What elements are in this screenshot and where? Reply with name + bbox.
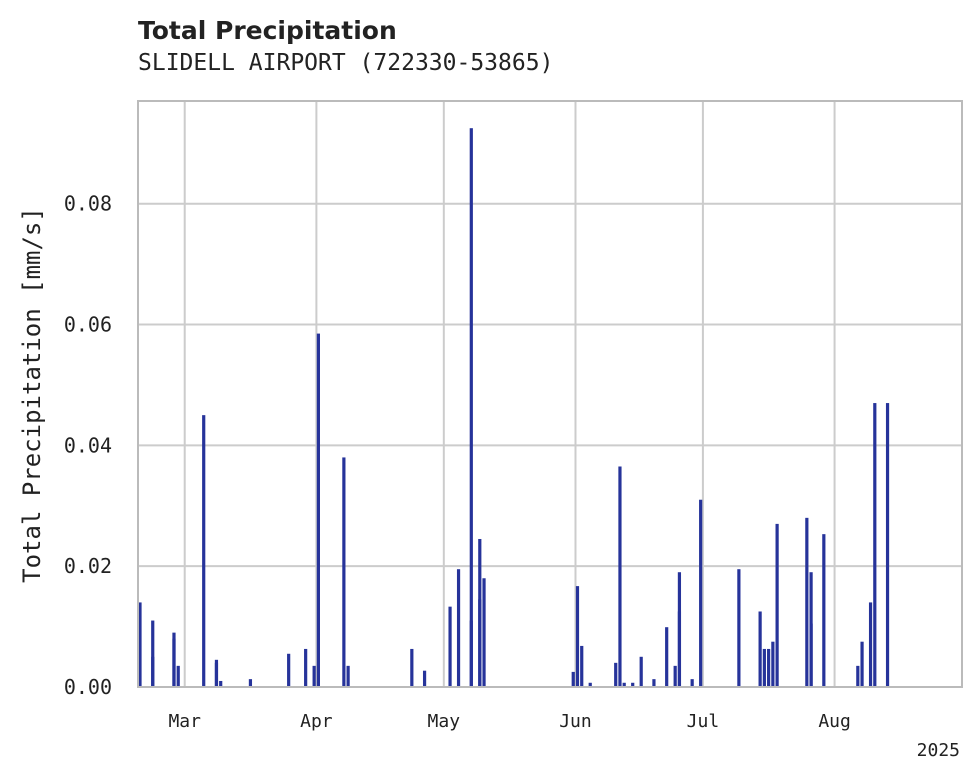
precipitation-bar xyxy=(219,680,223,687)
precipitation-bar xyxy=(478,538,482,687)
precipitation-bar xyxy=(172,638,176,687)
precipitation-bar xyxy=(287,653,291,687)
precipitation-bar xyxy=(456,569,461,687)
y-tick-label: 0.08 xyxy=(64,192,112,216)
precipitation-bar xyxy=(618,466,622,687)
precipitation-bar xyxy=(575,586,580,687)
precipitation-bar xyxy=(151,620,155,687)
precipitation-bar xyxy=(885,403,890,687)
precipitation-bar xyxy=(346,665,350,687)
precipitation-bar xyxy=(214,662,219,687)
precipitation-bar xyxy=(631,682,635,687)
precipitation-bar xyxy=(151,656,155,687)
precipitation-bar xyxy=(673,665,677,687)
chart-subtitle: SLIDELL AIRPORT (722330-53865) xyxy=(138,50,554,76)
precipitation-bar xyxy=(639,656,643,687)
precipitation-bar xyxy=(805,517,809,687)
y-tick-label: 0.00 xyxy=(64,675,112,699)
precipitation-bar xyxy=(860,641,864,687)
precipitation-bar xyxy=(571,671,575,687)
precipitation-bar xyxy=(422,670,427,687)
precipitation-bar xyxy=(448,606,452,687)
precipitation-bar xyxy=(873,403,877,687)
x-tick-label: Apr xyxy=(300,711,333,732)
bar-series xyxy=(138,128,890,688)
precipitation-bar xyxy=(588,682,592,687)
precipitation-bar xyxy=(822,534,826,687)
precipitation-bar xyxy=(312,665,316,687)
y-tick-label: 0.02 xyxy=(64,554,112,578)
precipitation-bar xyxy=(758,611,762,687)
chart-title: Total Precipitation xyxy=(138,16,397,45)
precipitation-bar xyxy=(868,602,873,687)
x-tick-label: Mar xyxy=(168,711,201,732)
precipitation-bar xyxy=(614,662,618,687)
grid-lines xyxy=(138,101,962,688)
y-tick-label: 0.06 xyxy=(64,313,112,337)
precipitation-bar xyxy=(580,645,584,687)
precipitation-bar xyxy=(410,648,414,687)
x-tick-label: Jun xyxy=(559,711,592,732)
precipitation-bar xyxy=(856,665,860,687)
precipitation-bar xyxy=(652,679,656,687)
precipitation-bar xyxy=(665,627,669,687)
y-tick-label: 0.04 xyxy=(64,433,112,457)
y-axis-label: Total Precipitation [mm/s] xyxy=(18,207,46,583)
precipitation-bar xyxy=(767,648,771,687)
precipitation-bar xyxy=(202,415,206,687)
precipitation-bar xyxy=(248,679,253,687)
precipitation-bar xyxy=(809,623,813,687)
precipitation-bar xyxy=(690,679,694,687)
precipitation-bar xyxy=(737,569,741,687)
precipitation-bar xyxy=(176,665,180,687)
precipitation-bar xyxy=(342,457,346,687)
x-tick-labels: Mar Apr May Jun Jul Aug xyxy=(168,711,850,732)
precipitation-bar xyxy=(138,602,142,687)
precipitation-bar xyxy=(775,523,779,687)
year-label: 2025 xyxy=(917,740,960,761)
precipitation-bar xyxy=(469,620,473,687)
precipitation-bar xyxy=(762,648,766,687)
precipitation-bar xyxy=(771,641,775,687)
x-tick-label: Aug xyxy=(818,711,851,732)
precipitation-bar xyxy=(316,333,320,687)
precipitation-bar xyxy=(304,648,308,687)
x-tick-label: May xyxy=(428,711,461,732)
precipitation-bar xyxy=(469,128,473,688)
precipitation-bar xyxy=(482,578,486,687)
plot-frame xyxy=(137,100,963,688)
precipitation-bar xyxy=(699,499,703,687)
precipitation-bar xyxy=(622,682,626,687)
y-tick-labels: 0.00 0.02 0.04 0.06 0.08 xyxy=(64,192,112,699)
x-tick-label: Jul xyxy=(687,711,720,732)
precipitation-bar xyxy=(677,611,682,687)
